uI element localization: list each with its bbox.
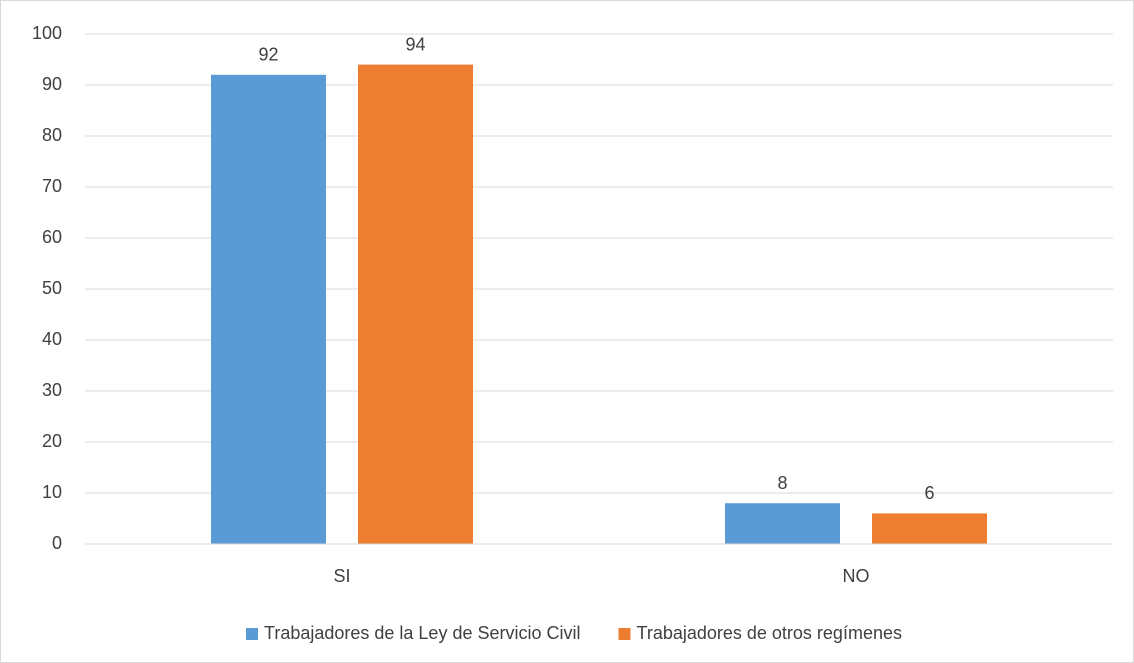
y-tick-label: 10 bbox=[42, 482, 62, 502]
data-label: 94 bbox=[405, 34, 425, 54]
y-tick-label: 60 bbox=[42, 227, 62, 247]
bar bbox=[872, 513, 987, 544]
y-tick-label: 100 bbox=[32, 23, 62, 43]
y-tick-label: 20 bbox=[42, 431, 62, 451]
legend-label: Trabajadores de la Ley de Servicio Civil bbox=[264, 623, 581, 643]
data-label: 8 bbox=[777, 473, 787, 493]
data-label: 6 bbox=[924, 483, 934, 503]
y-tick-label: 50 bbox=[42, 278, 62, 298]
legend-swatch bbox=[246, 628, 259, 640]
y-tick-label: 70 bbox=[42, 176, 62, 196]
x-tick-label: NO bbox=[843, 566, 870, 586]
y-tick-label: 80 bbox=[42, 125, 62, 145]
legend-swatch bbox=[618, 628, 631, 640]
bar bbox=[211, 74, 326, 545]
legend-label: Trabajadores de otros regímenes bbox=[637, 623, 902, 643]
y-tick-label: 90 bbox=[42, 74, 62, 94]
bar bbox=[358, 64, 473, 544]
y-tick-label: 30 bbox=[42, 380, 62, 400]
y-tick-label: 0 bbox=[52, 533, 62, 553]
bar bbox=[725, 503, 840, 544]
data-label: 92 bbox=[258, 45, 278, 65]
x-tick-label: SI bbox=[333, 566, 350, 586]
y-tick-label: 40 bbox=[42, 329, 62, 349]
